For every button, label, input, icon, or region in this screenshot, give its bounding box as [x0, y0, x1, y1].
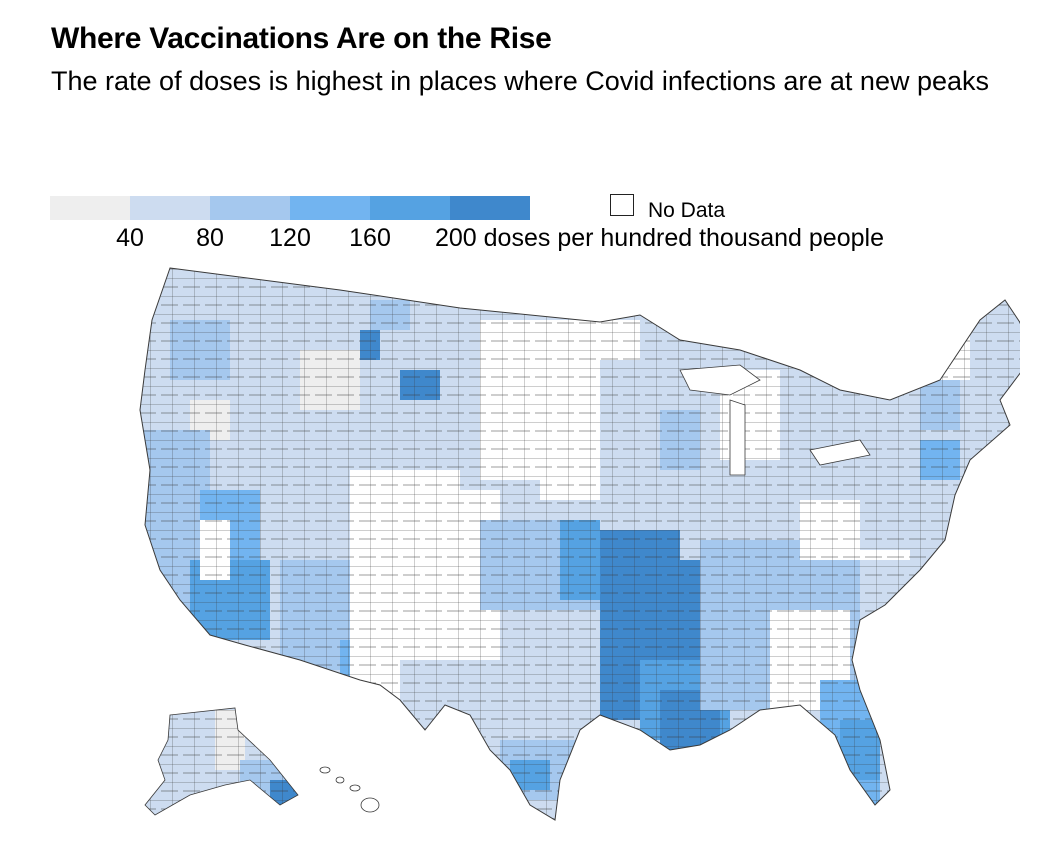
legend-tick-40: 40	[116, 224, 144, 252]
no-data-swatch	[610, 194, 634, 216]
no-data-label: No Data	[648, 199, 726, 222]
legend-tick-160: 160	[349, 224, 391, 252]
legend-swatch-5	[450, 196, 530, 220]
lake-erie	[809, 439, 871, 466]
conus-outline	[139, 267, 1020, 821]
hawaii-islands	[319, 766, 380, 813]
alaska-outline	[144, 707, 299, 816]
chart-subtitle: The rate of doses is highest in places w…	[51, 66, 990, 96]
legend-swatch-4	[370, 196, 450, 220]
legend-tick-200: 200 doses per hundred thousand people	[435, 224, 884, 252]
lake-michigan	[729, 399, 746, 476]
legend-swatch-1	[130, 196, 210, 220]
chart-title: Where Vaccinations Are on the Rise	[51, 22, 552, 55]
legend-tick-80: 80	[196, 224, 224, 252]
legend-tick-120: 120	[269, 224, 311, 252]
alaska-counties	[145, 708, 298, 815]
legend-swatch-3	[290, 196, 370, 220]
legend-swatch-0	[50, 196, 130, 220]
us-county-map	[139, 267, 1020, 821]
color-legend	[50, 196, 530, 220]
legend-swatch-2	[210, 196, 290, 220]
lake-superior	[679, 364, 761, 396]
